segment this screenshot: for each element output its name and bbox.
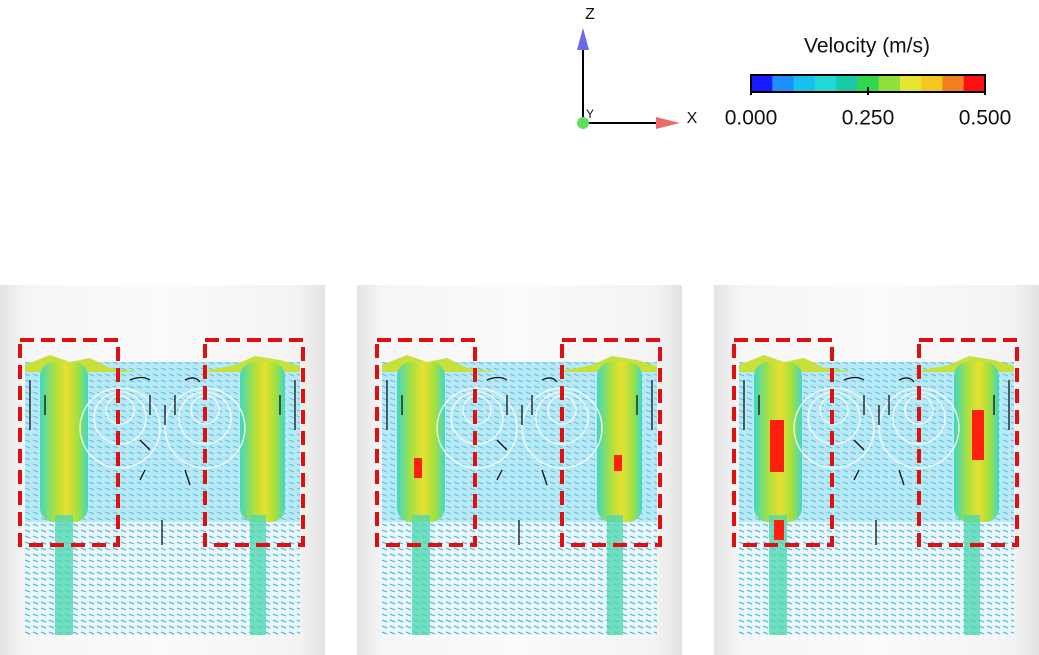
colorbar-segment <box>836 75 858 92</box>
flow-panel <box>355 283 684 655</box>
axis-label: Z <box>585 6 595 23</box>
colorbar-segment <box>963 75 986 92</box>
colorbar-tick-label: 0.000 <box>725 107 778 130</box>
colorbar-tick-label: 0.250 <box>842 107 895 130</box>
colorbar-segment <box>921 75 943 92</box>
axis-label: Y <box>586 107 594 121</box>
colorbar-segment <box>899 75 922 92</box>
colorbar-segment <box>793 75 816 92</box>
flow-panel <box>712 283 1039 655</box>
colorbar-segment <box>942 75 965 92</box>
colorbar-tick-label: 0.500 <box>959 107 1012 130</box>
flow-panel <box>0 283 327 655</box>
colorbar-segment <box>772 75 795 92</box>
colorbar-segment <box>814 75 837 92</box>
colorbar-segment <box>857 75 880 92</box>
high-velocity-spots <box>414 410 984 540</box>
axis-label: X <box>687 110 698 127</box>
colorbar-title: Velocity (m/s) <box>804 35 930 58</box>
colorbar: Velocity (m/s) 0.000 0.250 0.500 <box>725 35 1012 130</box>
colorbar-segment <box>751 75 773 92</box>
axes-triad: Z X Y <box>577 6 698 129</box>
colorbar-segment <box>878 75 901 92</box>
